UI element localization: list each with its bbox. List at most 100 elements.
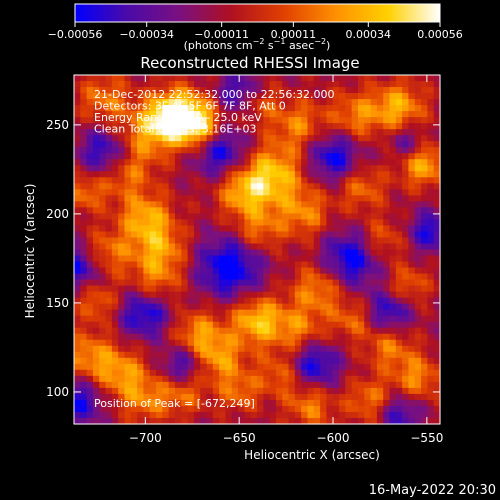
heatmap-cell: [92, 99, 100, 106]
heatmap-cell: [130, 369, 138, 377]
heatmap-cell: [389, 339, 397, 347]
heatmap-cell: [313, 171, 321, 178]
heatmap-cell: [294, 81, 302, 88]
heatmap-cell: [193, 255, 201, 263]
heatmap-cell: [294, 369, 302, 377]
heatmap-cell: [80, 339, 88, 347]
heatmap-cell: [124, 75, 132, 82]
heatmap-cell: [174, 339, 182, 347]
heatmap-cell: [421, 189, 428, 196]
heatmap-cell: [130, 417, 138, 425]
heatmap-cell: [244, 225, 252, 233]
heatmap-cell: [263, 81, 271, 88]
heatmap-cell: [99, 381, 107, 389]
heatmap-cell: [408, 255, 416, 263]
heatmap-cell: [92, 321, 100, 329]
heatmap-cell: [389, 249, 397, 257]
heatmap-cell: [313, 183, 321, 190]
heatmap-cell: [174, 255, 182, 263]
heatmap-cell: [206, 87, 214, 94]
heatmap-cell: [206, 345, 214, 353]
heatmap-cell: [427, 333, 435, 341]
heatmap-cell: [326, 333, 334, 341]
heatmap-cell: [231, 381, 239, 389]
heatmap-cell: [238, 405, 245, 413]
heatmap-cell: [86, 267, 94, 275]
heatmap-cell: [86, 351, 94, 359]
heatmap-cell: [383, 135, 391, 142]
heatmap-cell: [225, 231, 233, 239]
heatmap-cell: [402, 153, 410, 160]
heatmap-cell: [200, 363, 208, 371]
heatmap-cell: [320, 99, 328, 106]
heatmap-cell: [364, 261, 372, 269]
heatmap-cell: [275, 195, 283, 202]
heatmap-cell: [200, 153, 208, 160]
heatmap-cell: [80, 213, 88, 221]
heatmap-cell: [231, 291, 239, 299]
heatmap-cell: [370, 171, 378, 178]
heatmap-cell: [383, 315, 391, 323]
heatmap-cell: [345, 309, 353, 317]
heatmap-cell: [174, 171, 182, 178]
heatmap-cell: [206, 327, 214, 335]
heatmap-cell: [301, 105, 309, 112]
heatmap-cell: [124, 237, 132, 245]
heatmap-cell: [74, 285, 81, 293]
heatmap-cell: [225, 369, 233, 377]
heatmap-cell: [389, 345, 397, 353]
heatmap-cell: [370, 273, 378, 281]
heatmap-cell: [351, 285, 359, 293]
heatmap-cell: [92, 411, 100, 419]
heatmap-cell: [357, 189, 365, 196]
heatmap-cell: [307, 303, 315, 311]
heatmap-cell: [288, 399, 296, 407]
heatmap-cell: [339, 375, 346, 383]
heatmap-cell: [294, 75, 302, 82]
heatmap-cell: [257, 417, 264, 425]
heatmap-cell: [427, 381, 435, 389]
heatmap-cell: [332, 393, 340, 401]
heatmap-cell: [357, 201, 365, 208]
heatmap-cell: [80, 207, 88, 214]
heatmap-cell: [307, 165, 315, 172]
heatmap-cell: [326, 153, 334, 160]
heatmap-cell: [320, 255, 328, 263]
heatmap-cell: [433, 123, 441, 130]
heatmap-cell: [244, 201, 252, 208]
heatmap-cell: [238, 273, 245, 281]
heatmap-cell: [313, 267, 321, 275]
heatmap-cell: [162, 93, 170, 100]
heatmap-cell: [156, 363, 163, 371]
heatmap-cell: [326, 261, 334, 269]
heatmap-cell: [402, 135, 410, 142]
heatmap-cell: [320, 339, 328, 347]
heatmap-cell: [263, 141, 271, 148]
heatmap-cell: [168, 141, 176, 148]
heatmap-cell: [137, 153, 145, 160]
heatmap-cell: [149, 129, 157, 136]
heatmap-cell: [257, 87, 264, 94]
heatmap-cell: [313, 75, 321, 82]
heatmap-cell: [105, 159, 113, 166]
heatmap-cell: [402, 321, 410, 329]
heatmap-cell: [225, 279, 233, 287]
heatmap-cell: [421, 123, 428, 130]
heatmap-cell: [187, 381, 195, 389]
heatmap-cell: [339, 81, 346, 88]
heatmap-cell: [320, 171, 328, 178]
heatmap-cell: [118, 237, 126, 245]
heatmap-cell: [250, 297, 258, 305]
heatmap-cell: [219, 237, 227, 245]
heatmap-cell: [200, 135, 208, 142]
heatmap-cell: [92, 399, 100, 407]
annotation-line: Detectors: 3F 4F 5F 6F 7F 8F, Att 0: [94, 100, 286, 113]
heatmap-cell: [288, 321, 296, 329]
heatmap-cell: [219, 117, 227, 124]
heatmap-cell: [332, 369, 340, 377]
heatmap-cell: [149, 105, 157, 112]
heatmap-cell: [433, 81, 441, 88]
heatmap-cell: [402, 129, 410, 136]
heatmap-cell: [200, 75, 208, 82]
heatmap-cell: [168, 75, 176, 82]
